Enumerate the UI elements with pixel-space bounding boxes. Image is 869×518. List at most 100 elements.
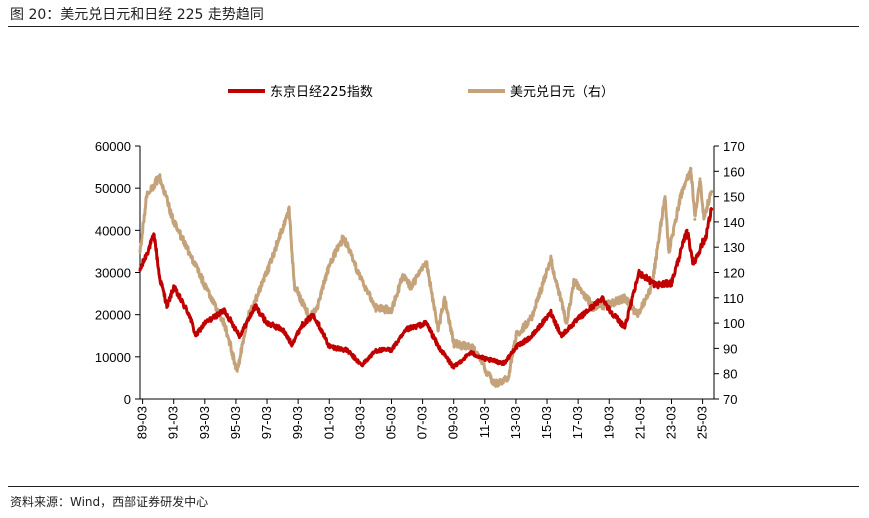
x-tick-label: 21-03 (632, 406, 647, 439)
x-tick-label: 95-03 (228, 406, 243, 439)
data-point-nikkei (194, 334, 198, 338)
data-point-usdjpy (235, 369, 239, 373)
y-right-tick-label: 80 (723, 367, 737, 382)
data-point-nikkei (549, 311, 553, 315)
series-line-nikkei (138, 207, 713, 370)
y-left-tick-label: 10000 (95, 350, 131, 365)
data-point-usdjpy (287, 207, 291, 211)
data-point-usdjpy (514, 334, 518, 338)
data-point-nikkei (692, 262, 695, 266)
data-point-nikkei (187, 313, 191, 317)
data-point-usdjpy (702, 215, 706, 219)
series-usdjpy (138, 166, 714, 388)
data-point-nikkei (514, 345, 518, 349)
data-point-usdjpy (663, 195, 667, 199)
data-point-nikkei (265, 321, 269, 325)
data-point-nikkei (312, 313, 316, 317)
x-tick-label: 89-03 (135, 406, 150, 439)
data-point-nikkei (654, 283, 658, 287)
data-point-nikkei (425, 321, 428, 325)
data-point-nikkei (607, 308, 611, 312)
legend-label-usdjpy: 美元兑日元（右） (510, 85, 614, 100)
x-tick-label: 23-03 (663, 406, 678, 439)
y-right-tick-label: 100 (723, 316, 745, 331)
data-point-usdjpy (452, 341, 456, 345)
series-nikkei (138, 207, 714, 370)
data-point-usdjpy (565, 321, 568, 325)
y-right-tick-label: 140 (723, 215, 745, 230)
data-point-nikkei (502, 361, 506, 365)
y-left-tick-label: 0 (124, 392, 131, 407)
chart: 东京日经225指数 美元兑日元（右） 0 10000 20000 30000 40000… (95, 85, 745, 439)
data-point-nikkei (327, 344, 331, 348)
x-tick-label: 01-03 (321, 406, 336, 439)
data-point-nikkei (405, 327, 409, 331)
data-point-usdjpy (667, 250, 671, 254)
x-tick-label: 93-03 (197, 406, 212, 439)
x-tick-label: 99-03 (290, 406, 305, 439)
data-point-usdjpy (222, 321, 226, 325)
x-tick-label: 97-03 (259, 406, 274, 439)
data-point-usdjpy (187, 250, 191, 254)
data-point-nikkei (483, 357, 487, 361)
data-point-usdjpy (436, 329, 440, 333)
x-tick-label: 07-03 (415, 406, 430, 439)
data-point-usdjpy (203, 283, 207, 287)
figure-title: 图 20：美元兑日元和日经 225 走势趋同 (10, 7, 264, 23)
data-point-usdjpy (530, 316, 533, 320)
data-point-nikkei (157, 275, 161, 279)
data-point-usdjpy (316, 303, 320, 307)
data-point-usdjpy (401, 273, 405, 277)
data-point-nikkei (390, 348, 393, 352)
y-right-tick-label: 120 (723, 266, 745, 281)
data-point-usdjpy (253, 298, 257, 302)
data-point-usdjpy (374, 306, 378, 310)
data-point-usdjpy (572, 278, 576, 282)
data-point-nikkei (203, 321, 207, 325)
data-point-nikkei (452, 365, 456, 369)
x-tick-label: 19-03 (601, 406, 616, 439)
data-point-usdjpy (710, 190, 714, 193)
data-point-usdjpy (157, 174, 161, 178)
y-right-tick-label: 150 (723, 190, 745, 205)
data-point-nikkei (637, 271, 641, 274)
data-point-nikkei (281, 327, 285, 331)
y-right-tick-label: 170 (723, 139, 745, 154)
data-point-nikkei (165, 304, 169, 308)
y-right-tick-label: 160 (723, 164, 745, 179)
data-point-usdjpy (611, 301, 615, 305)
data-point-nikkei (300, 323, 304, 327)
y-left-tick-label: 50000 (95, 181, 131, 196)
footer-divider (8, 486, 859, 487)
data-point-usdjpy (471, 346, 475, 350)
y-left-tick-label: 60000 (95, 139, 131, 154)
data-point-nikkei (290, 342, 294, 346)
source-note: 资料来源：Wind，西部证券研发中心 (10, 495, 209, 509)
title-divider (8, 26, 859, 27)
data-point-nikkei (559, 334, 563, 338)
x-tick-label: 03-03 (352, 406, 367, 439)
data-point-usdjpy (689, 167, 693, 171)
data-point-usdjpy (483, 367, 487, 371)
data-point-nikkei (238, 334, 242, 338)
data-point-usdjpy (698, 177, 702, 181)
data-point-nikkei (172, 285, 176, 289)
data-point-nikkei (670, 281, 673, 285)
data-point-nikkei (345, 349, 349, 352)
data-point-nikkei (530, 335, 533, 339)
data-point-nikkei (710, 207, 714, 211)
data-point-usdjpy (623, 296, 627, 300)
series-line-usdjpy (138, 166, 713, 388)
x-tick-label: 13-03 (508, 406, 523, 439)
x-tick-label: 25-03 (695, 406, 710, 439)
data-point-nikkei (222, 308, 226, 312)
data-point-usdjpy (549, 258, 553, 262)
data-point-nikkei (601, 296, 605, 300)
y-right-tick-label: 130 (723, 240, 745, 255)
data-point-usdjpy (506, 377, 510, 381)
data-point-nikkei (685, 228, 689, 232)
data-point-usdjpy (390, 308, 393, 312)
data-point-usdjpy (145, 195, 148, 199)
data-point-nikkei (360, 363, 364, 367)
x-tick-label: 09-03 (446, 406, 461, 439)
